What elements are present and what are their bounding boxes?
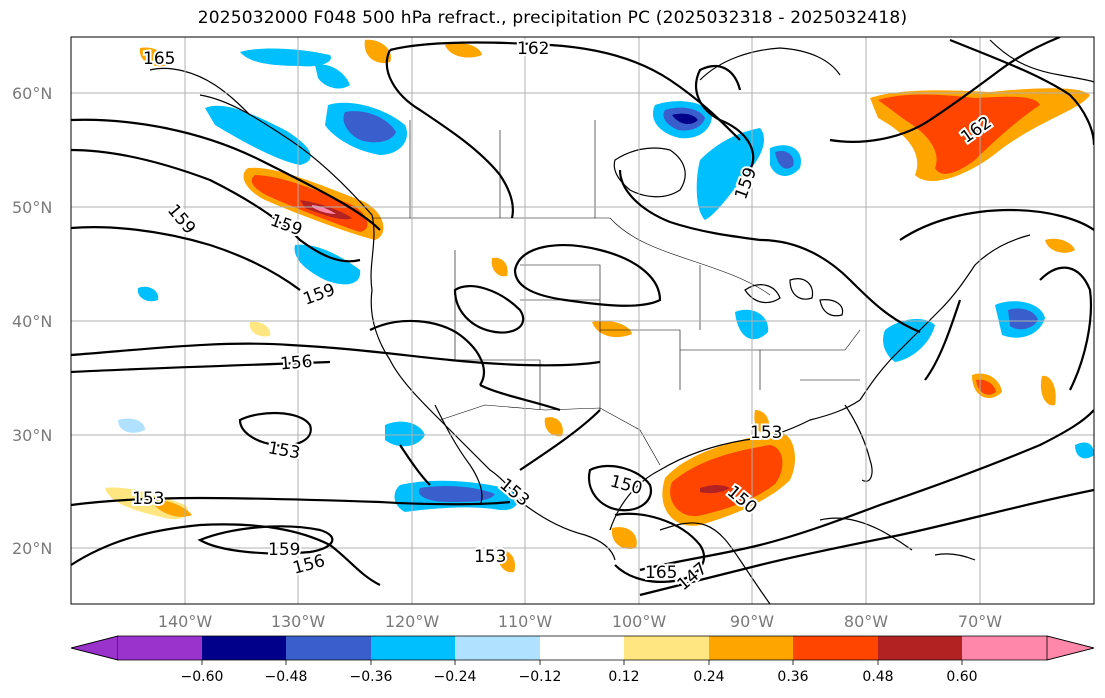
latitude-labels: 60°N 50°N 40°N 30°N 20°N: [12, 84, 52, 558]
lat-label: 20°N: [12, 539, 52, 558]
colorbar-segment: [540, 636, 624, 660]
precip-negative-area: [315, 64, 350, 89]
precip-positive-area: [150, 499, 192, 517]
contour-label: 162: [517, 39, 549, 59]
contour-label: 156: [279, 352, 313, 375]
colorbar-segment: [1046, 635, 1095, 661]
colorbar-segment: [118, 636, 202, 660]
contour-label: 153: [132, 489, 164, 509]
lat-label: 40°N: [12, 312, 52, 331]
precip-positive-area: [878, 94, 1040, 174]
precip-negative-area: [294, 244, 361, 285]
colorbar-tick-label: 0.60: [946, 669, 977, 685]
precip-positive-area: [1045, 238, 1075, 253]
precip-positive-area: [491, 257, 508, 277]
longitude-labels: 140°W 130°W 120°W 110°W 100°W 90°W 80°W …: [158, 612, 1002, 631]
colorbar-tick-label: −0.60: [181, 669, 224, 685]
precip-negative-area: [343, 111, 396, 143]
contour-label: 153: [750, 423, 782, 443]
graticule: [71, 37, 1094, 604]
colorbar: −0.60 −0.48 −0.36 −0.24 −0.12 0.12 0.24 …: [70, 635, 1095, 685]
lat-label: 50°N: [12, 198, 52, 217]
colorbar-segment: [70, 635, 119, 661]
precip-negative-area: [1008, 308, 1038, 330]
contour-label: 165: [645, 563, 677, 583]
colorbar-segment: [202, 636, 286, 660]
colorbar-segment: [624, 636, 709, 660]
colorbar-tick-label: −0.24: [434, 669, 477, 685]
precip-negative-area: [672, 113, 698, 125]
lon-label: 90°W: [730, 612, 774, 631]
contour-label: 153: [474, 547, 506, 567]
colorbar-tick-label: 0.24: [693, 669, 724, 685]
precip-negative-area: [118, 418, 145, 433]
lon-label: 80°W: [844, 612, 888, 631]
colorbar-tick-label: −0.48: [265, 669, 308, 685]
lon-label: 70°W: [958, 612, 1002, 631]
precip-positive-area: [592, 320, 632, 338]
precip-positive-area: [611, 527, 637, 550]
colorbar-segment: [455, 636, 540, 660]
colorbar-segment: [286, 636, 371, 660]
colorbar-tick-label: −0.12: [519, 669, 562, 685]
precip-negative-area: [696, 128, 765, 220]
precip-positive-area: [544, 417, 563, 437]
precip-positive-area: [754, 410, 770, 434]
colorbar-tick-label: −0.36: [350, 669, 393, 685]
precip-negative-area: [418, 486, 495, 502]
precip-negative-area: [205, 105, 311, 165]
lat-label: 60°N: [12, 84, 52, 103]
precip-positive-area: [445, 43, 482, 58]
precip-negative-area: [137, 286, 159, 302]
map-frame: [70, 36, 1095, 605]
precip-positive-area: [670, 445, 783, 517]
colorbar-segment: [371, 636, 455, 660]
lon-label: 140°W: [158, 612, 213, 631]
precip-negative-area: [385, 421, 425, 447]
colorbar-tick-label: 0.48: [862, 669, 893, 685]
precip-positive-area: [700, 485, 730, 494]
precip-positive-area: [139, 47, 166, 67]
colorbar-tick-label: 0.36: [777, 669, 808, 685]
precip-negative-area: [775, 150, 794, 169]
map-title: 2025032000 F048 500 hPa refract., precip…: [197, 8, 908, 28]
precip-positive-area: [976, 379, 996, 395]
colorbar-segment: [793, 636, 878, 660]
contour-label: 159: [268, 540, 300, 560]
lon-label: 110°W: [498, 612, 553, 631]
precip-negative-area: [240, 48, 331, 67]
precip-negative-area: [1075, 442, 1094, 459]
lon-label: 100°W: [612, 612, 667, 631]
colorbar-tick-label: 0.12: [608, 669, 639, 685]
contour-label: 165: [143, 49, 175, 69]
refractivity-contours: [71, 37, 1094, 597]
precip-positive-area: [497, 549, 516, 573]
precip-positive-area: [364, 39, 391, 64]
colorbar-segment: [962, 636, 1047, 660]
precip-positive-area: [249, 321, 271, 337]
colorbar-segment: [709, 636, 793, 660]
lon-label: 120°W: [385, 612, 440, 631]
lon-label: 130°W: [271, 612, 326, 631]
lat-label: 30°N: [12, 426, 52, 445]
precip-positive-area: [1040, 375, 1056, 406]
colorbar-segment: [878, 636, 962, 660]
